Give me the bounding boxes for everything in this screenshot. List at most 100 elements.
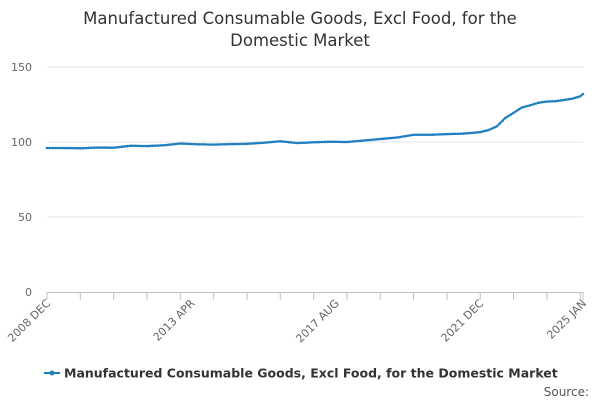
data-point xyxy=(129,144,132,148)
data-point xyxy=(487,128,490,132)
data-point xyxy=(562,98,565,102)
data-point xyxy=(331,140,335,144)
data-point xyxy=(45,146,49,150)
data-point xyxy=(362,139,365,142)
data-point xyxy=(140,144,143,148)
data-point xyxy=(415,133,418,137)
data-point xyxy=(298,141,302,145)
data-point xyxy=(65,146,68,150)
data-point xyxy=(131,144,135,148)
data-point xyxy=(453,132,457,136)
data-point xyxy=(426,133,429,137)
data-point xyxy=(254,142,257,145)
data-point xyxy=(445,132,449,136)
data-point xyxy=(387,137,390,140)
data-point xyxy=(490,127,493,131)
data-point xyxy=(548,100,551,103)
data-point xyxy=(467,131,471,135)
data-point xyxy=(156,144,160,147)
data-point xyxy=(273,140,277,144)
y-tick-label: 0 xyxy=(25,286,32,299)
data-point xyxy=(165,143,168,147)
data-point xyxy=(556,99,560,103)
data-point xyxy=(384,137,388,140)
x-tick-label: 2021 DEC xyxy=(439,297,487,345)
data-point xyxy=(284,140,288,144)
data-point xyxy=(267,141,271,144)
data-point xyxy=(404,134,407,138)
data-point xyxy=(215,143,218,146)
data-point xyxy=(290,141,293,144)
data-point xyxy=(512,111,515,115)
data-point xyxy=(476,131,479,134)
data-point xyxy=(101,146,104,149)
data-point xyxy=(95,146,99,149)
data-point xyxy=(259,141,263,145)
data-point xyxy=(126,144,129,148)
data-point xyxy=(51,146,54,150)
data-point xyxy=(440,133,443,136)
data-point xyxy=(495,125,499,128)
data-point xyxy=(581,92,585,96)
data-point xyxy=(112,146,115,149)
series-group xyxy=(45,92,585,150)
x-tick-label: 2013 APR xyxy=(151,297,198,344)
data-point xyxy=(270,140,274,144)
data-point xyxy=(98,146,102,149)
data-point xyxy=(348,140,352,144)
data-point xyxy=(70,146,74,150)
data-point xyxy=(231,142,235,146)
data-point xyxy=(451,132,454,136)
data-point xyxy=(62,146,65,150)
chart-title-line-1: Manufactured Consumable Goods, Excl Food… xyxy=(83,9,517,28)
data-point xyxy=(154,144,157,147)
data-point xyxy=(304,141,307,144)
data-point xyxy=(176,142,179,146)
data-point xyxy=(220,143,224,146)
y-tick-label: 150 xyxy=(11,61,32,74)
data-point xyxy=(540,101,543,104)
data-point xyxy=(134,144,138,148)
data-point xyxy=(262,141,265,145)
data-point xyxy=(398,135,402,139)
data-point xyxy=(306,141,310,144)
data-point xyxy=(323,140,327,144)
data-point xyxy=(359,139,363,143)
data-point xyxy=(245,142,249,146)
data-point xyxy=(67,146,71,150)
data-point xyxy=(498,122,502,125)
x-tick-label: 2017 AUG xyxy=(293,297,342,346)
data-point xyxy=(578,95,582,98)
data-point xyxy=(198,143,201,146)
legend-label: Manufactured Consumable Goods, Excl Food… xyxy=(64,366,558,381)
data-point xyxy=(84,146,88,150)
data-point xyxy=(295,141,299,145)
data-point xyxy=(434,133,438,136)
legend-marker xyxy=(49,370,55,376)
data-point xyxy=(145,144,149,148)
data-point xyxy=(406,134,410,137)
data-point xyxy=(204,143,207,146)
data-point xyxy=(390,136,393,140)
data-point xyxy=(167,143,171,146)
data-point xyxy=(570,97,574,101)
data-point xyxy=(412,133,415,137)
data-point xyxy=(534,102,538,105)
x-axis-ticks: 2008 DEC 2013 APR 2017 AUG 2021 DEC 2025 JAN xyxy=(5,292,589,345)
data-point xyxy=(162,144,165,147)
data-point xyxy=(137,144,140,148)
data-point xyxy=(567,97,571,101)
data-point xyxy=(226,142,229,146)
data-point xyxy=(123,145,127,148)
data-point xyxy=(120,145,124,148)
legend[interactable]: Manufactured Consumable Goods, Excl Food… xyxy=(44,366,558,381)
data-point xyxy=(281,140,285,143)
data-point xyxy=(392,136,396,140)
data-point xyxy=(376,138,379,141)
data-point xyxy=(115,146,118,149)
data-point xyxy=(240,142,243,146)
data-point xyxy=(292,141,296,145)
data-point xyxy=(506,115,510,118)
data-point xyxy=(395,136,399,139)
